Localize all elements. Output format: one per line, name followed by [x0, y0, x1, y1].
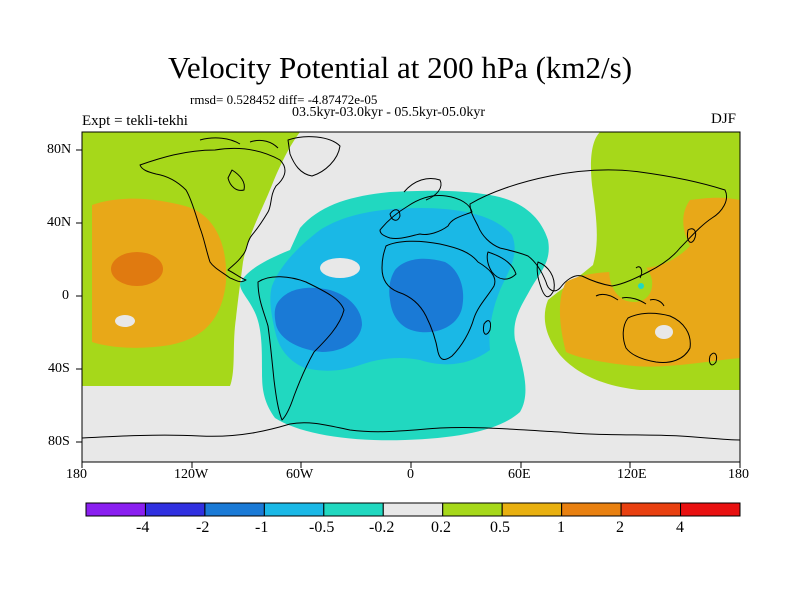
- periods-line: 03.5kyr-03.0kyr - 05.5kyr-05.0kyr: [292, 105, 486, 120]
- lat-label-80s: 80S: [48, 434, 70, 449]
- colorbar-label: 0.2: [431, 519, 451, 536]
- lon-label-120e: 120E: [617, 467, 647, 482]
- atlantic-neutral-spot: [320, 258, 360, 278]
- coast-india: [536, 261, 555, 298]
- coast-africa: [381, 240, 496, 360]
- colorbar-box: [204, 502, 265, 517]
- coast-north-america: [139, 147, 286, 283]
- lon-label-0: 0: [407, 467, 414, 482]
- australia-neutral-spot: [655, 325, 673, 339]
- indonesia-light-negative-spot: [638, 283, 644, 289]
- pacific-strong-positive-core: [111, 252, 163, 286]
- colorbar-box: [501, 502, 563, 517]
- colorbar-label: -1: [255, 519, 269, 536]
- coast-philippines: [635, 266, 643, 279]
- coast-arctic-islands: [199, 137, 279, 149]
- colorbar-box: [442, 502, 503, 517]
- coast-australia: [622, 312, 691, 363]
- lat-label-80n: 80N: [47, 142, 72, 157]
- colorbar-label: 1: [557, 519, 565, 536]
- lon-label-60w: 60W: [286, 467, 314, 482]
- asia-light-positive-inner: [609, 256, 653, 302]
- lat-label-40s: 40S: [48, 361, 70, 376]
- coast-greenland: [287, 136, 341, 177]
- colorbar-label: 0.5: [490, 519, 510, 536]
- colorbar-box: [382, 502, 444, 517]
- coast-south-america: [257, 276, 345, 421]
- contour-field: [82, 132, 740, 462]
- colorbar-box: [263, 502, 325, 517]
- colorbar: [85, 502, 741, 517]
- africa-strong-negative-core: [389, 258, 464, 333]
- pacific-neutral-spot: [115, 315, 135, 327]
- lon-label-180e: 180: [728, 467, 749, 482]
- experiment-label: Expt = tekli-tekhi: [82, 113, 188, 129]
- coast-indonesia: [595, 293, 665, 307]
- colorbar-label: 2: [616, 519, 624, 536]
- colorbar-box: [620, 502, 682, 517]
- colorbar-label: -2: [196, 519, 210, 536]
- colorbar-box: [680, 502, 741, 517]
- coast-antarctica: [82, 422, 740, 441]
- coast-japan: [687, 228, 697, 243]
- lon-label-180w: 180: [66, 467, 87, 482]
- map-title: Velocity Potential at 200 hPa (km2/s): [167, 50, 633, 85]
- colorbar-box: [561, 502, 622, 517]
- coast-europe: [379, 195, 473, 239]
- colorbar-box: [144, 502, 206, 517]
- axis-ticks: [76, 149, 741, 468]
- colorbar-box: [323, 502, 384, 517]
- colorbar-label: 4: [676, 519, 684, 536]
- coast-scandinavia: [403, 178, 442, 201]
- lat-label-0: 0: [62, 288, 69, 303]
- lon-label-120w: 120W: [174, 467, 209, 482]
- lon-label-60e: 60E: [508, 467, 531, 482]
- stats-line: rmsd= 0.528452 diff= -4.87472e-05: [190, 92, 378, 107]
- coast-madagascar: [483, 320, 491, 335]
- coast-new-zealand: [709, 352, 717, 366]
- coast-asia: [469, 169, 727, 292]
- season-label: DJF: [711, 111, 737, 127]
- colorbar-box: [85, 502, 146, 517]
- colorbar-label: -0.5: [309, 519, 335, 536]
- coast-hudson-bay: [227, 169, 245, 191]
- coast-british-isles: [389, 209, 401, 221]
- coastlines: [82, 136, 740, 441]
- lat-label-40n: 40N: [47, 215, 72, 230]
- colorbar-label: -4: [136, 519, 150, 536]
- colorbar-label: -0.2: [369, 519, 395, 536]
- coast-arabia: [486, 251, 517, 280]
